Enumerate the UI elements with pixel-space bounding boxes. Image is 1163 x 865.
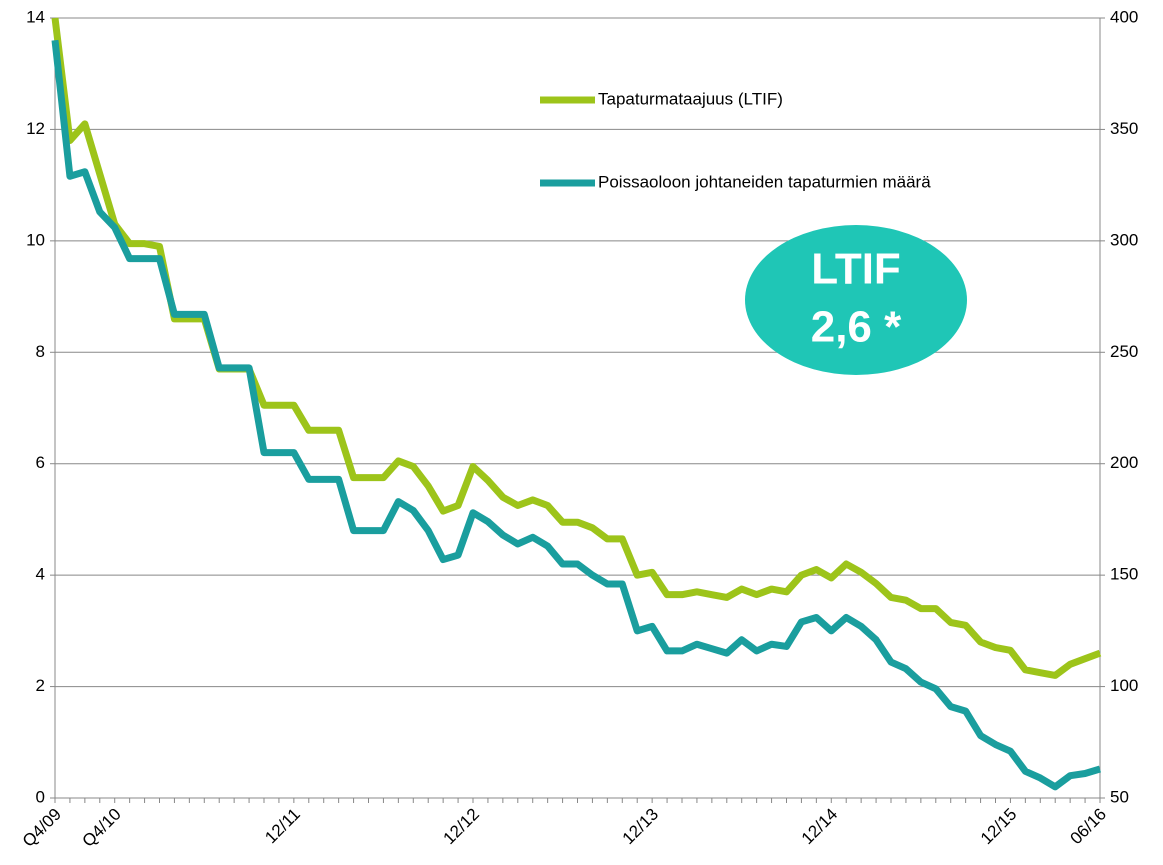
y2-tick-label: 100 (1110, 676, 1138, 695)
annotation-bubble (745, 225, 967, 375)
y2-tick-label: 400 (1110, 7, 1138, 26)
series-line (51, 39, 1102, 791)
y-tick-label: 4 (36, 565, 45, 584)
annotation-text: 2,6 * (811, 303, 902, 352)
y2-tick-label: 50 (1110, 787, 1129, 806)
y2-tick-label: 350 (1110, 119, 1138, 138)
x-tick-label: 12/13 (619, 805, 663, 849)
x-tick-label: Q4/10 (79, 805, 125, 851)
y-tick-label: 0 (36, 787, 45, 806)
y-tick-label: 8 (36, 342, 45, 361)
y-tick-label: 6 (36, 453, 45, 472)
annotation-text: LTIF (811, 245, 901, 294)
x-tick-label: 12/11 (261, 805, 304, 848)
x-tick-label: 12/15 (977, 805, 1021, 849)
y-tick-label: 2 (36, 676, 45, 695)
x-tick-label: 12/12 (439, 805, 483, 849)
x-tick-label: 12/14 (798, 805, 842, 849)
legend-label: Poissaoloon johtaneiden tapaturmien määr… (598, 172, 931, 191)
y2-tick-label: 150 (1110, 565, 1138, 584)
x-tick-label: Q4/09 (19, 805, 65, 851)
y2-tick-label: 250 (1110, 342, 1138, 361)
y-tick-label: 14 (26, 7, 45, 26)
y2-tick-label: 200 (1110, 453, 1138, 472)
y-tick-label: 12 (26, 119, 45, 138)
x-tick-label: 06/16 (1066, 805, 1110, 849)
y2-tick-label: 300 (1110, 230, 1138, 249)
legend-label: Tapaturmataajuus (LTIF) (598, 89, 783, 108)
y-tick-label: 10 (26, 230, 45, 249)
